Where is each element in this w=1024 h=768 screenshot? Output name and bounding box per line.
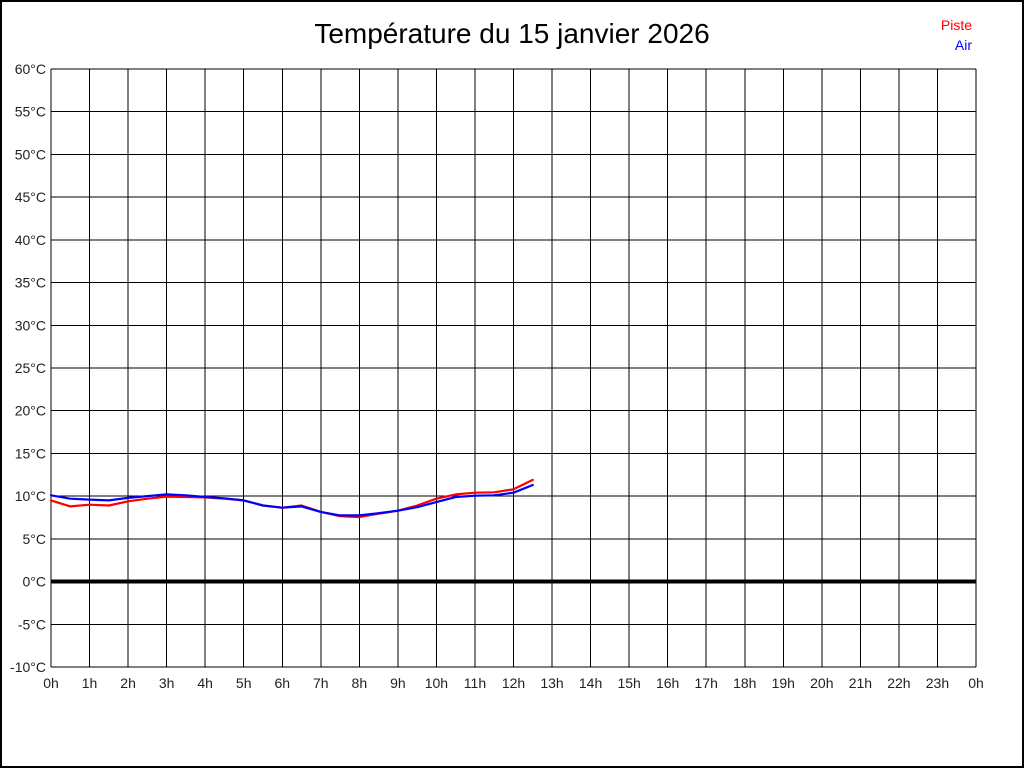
x-tick-label: 2h (120, 675, 136, 691)
x-tick-label: 14h (579, 675, 602, 691)
y-tick-label: -5°C (18, 616, 46, 632)
x-tick-label: 1h (82, 675, 98, 691)
y-tick-label: 20°C (15, 403, 46, 419)
series-air-line (49, 483, 534, 517)
y-tick-label: 50°C (15, 146, 46, 162)
x-tick-label: 9h (390, 675, 406, 691)
x-tick-label: 18h (733, 675, 756, 691)
x-tick-label: 22h (887, 675, 910, 691)
x-tick-label: 3h (159, 675, 175, 691)
x-tick-label: 23h (926, 675, 949, 691)
x-tick-label: 0h (968, 675, 984, 691)
y-tick-label: -10°C (10, 659, 46, 675)
y-tick-label: 5°C (23, 531, 47, 547)
y-tick-label: 40°C (15, 232, 46, 248)
y-tick-label: 15°C (15, 445, 46, 461)
x-tick-label: 19h (772, 675, 795, 691)
y-tick-label: 25°C (15, 360, 46, 376)
y-tick-label: 45°C (15, 189, 46, 205)
legend-label-air: Air (954, 37, 972, 53)
x-tick-label: 16h (656, 675, 679, 691)
x-tick-label: 13h (540, 675, 563, 691)
x-tick-label: 12h (502, 675, 525, 691)
x-tick-label: 6h (274, 675, 290, 691)
x-tick-label: 21h (849, 675, 872, 691)
x-tick-label: 20h (810, 675, 833, 691)
x-tick-label: 4h (197, 675, 213, 691)
legend: Piste Air (941, 15, 972, 55)
y-tick-label: 35°C (15, 275, 46, 291)
x-tick-label: 17h (695, 675, 718, 691)
y-tick-label: 0°C (23, 574, 47, 590)
y-tick-label: 10°C (15, 488, 46, 504)
x-tick-label: 8h (352, 675, 368, 691)
x-tick-label: 7h (313, 675, 329, 691)
legend-label-piste: Piste (940, 17, 972, 33)
x-tick-label: 10h (425, 675, 448, 691)
x-tick-label: 5h (236, 675, 252, 691)
x-tick-label: 0h (43, 675, 59, 691)
x-tick-label: 15h (617, 675, 640, 691)
y-tick-label: 60°C (15, 61, 46, 77)
x-tick-label: 11h (464, 675, 486, 691)
y-tick-label: 30°C (15, 317, 46, 333)
y-tick-label: 55°C (15, 104, 46, 120)
chart-title: Température du 15 janvier 2026 (314, 18, 710, 49)
